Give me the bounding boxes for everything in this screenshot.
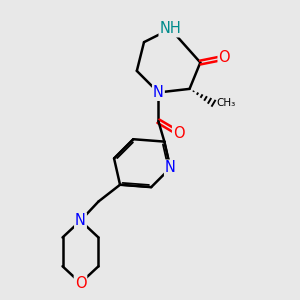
Text: NH: NH: [160, 22, 181, 37]
Text: CH₃: CH₃: [216, 98, 235, 108]
Text: O: O: [173, 126, 184, 141]
Text: O: O: [218, 50, 230, 65]
Text: N: N: [165, 160, 176, 175]
Text: N: N: [153, 85, 164, 100]
Text: O: O: [75, 275, 86, 290]
Text: N: N: [75, 213, 86, 228]
